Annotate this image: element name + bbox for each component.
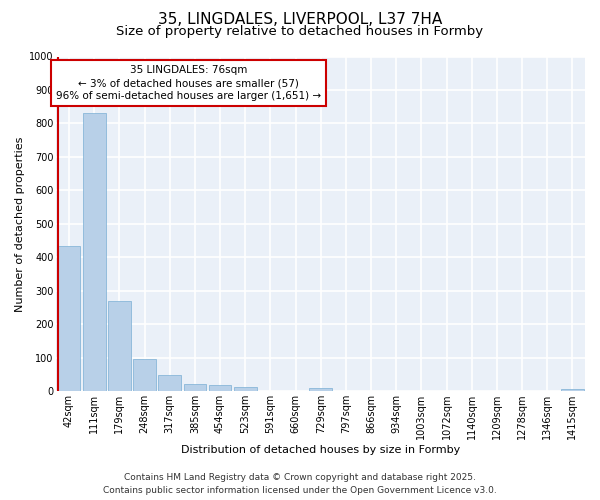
Bar xyxy=(209,386,232,391)
X-axis label: Distribution of detached houses by size in Formby: Distribution of detached houses by size … xyxy=(181,445,460,455)
Y-axis label: Number of detached properties: Number of detached properties xyxy=(15,136,25,312)
Text: 35, LINGDALES, LIVERPOOL, L37 7HA: 35, LINGDALES, LIVERPOOL, L37 7HA xyxy=(158,12,442,28)
Bar xyxy=(58,246,80,391)
Bar xyxy=(561,389,584,391)
Bar xyxy=(158,376,181,391)
Bar xyxy=(234,387,257,391)
Text: 35 LINGDALES: 76sqm
← 3% of detached houses are smaller (57)
96% of semi-detache: 35 LINGDALES: 76sqm ← 3% of detached hou… xyxy=(56,65,321,102)
Bar xyxy=(310,388,332,391)
Bar xyxy=(108,301,131,391)
Bar xyxy=(83,114,106,391)
Text: Contains HM Land Registry data © Crown copyright and database right 2025.
Contai: Contains HM Land Registry data © Crown c… xyxy=(103,474,497,495)
Bar xyxy=(184,384,206,391)
Text: Size of property relative to detached houses in Formby: Size of property relative to detached ho… xyxy=(116,25,484,38)
Bar xyxy=(133,360,156,391)
